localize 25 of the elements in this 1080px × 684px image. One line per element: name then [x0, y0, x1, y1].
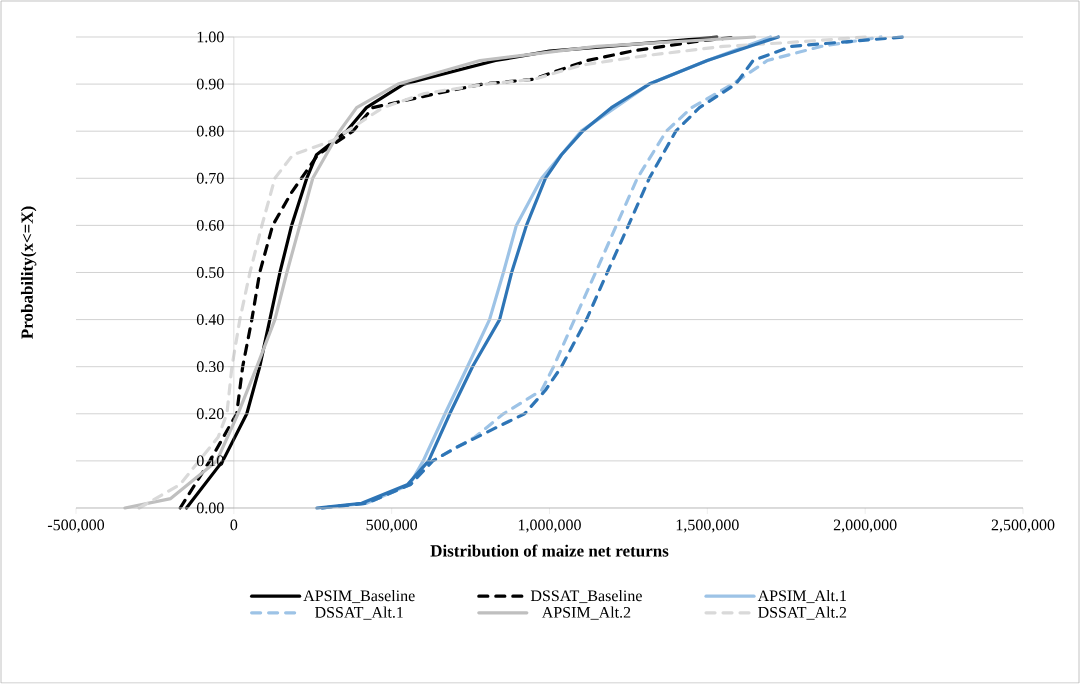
x-tick-label: 0 [230, 519, 238, 531]
y-tick-label: 0.70 [196, 172, 224, 184]
legend-label: DSSAT_Alt.1 [315, 606, 403, 620]
y-tick-label: 0.40 [196, 314, 224, 326]
legend-label: APSIM_Alt.2 [541, 606, 631, 620]
y-tick-label: 0.90 [196, 78, 224, 90]
legend-label: APSIM_Baseline [303, 589, 415, 604]
x-axis-title: Distribution of maize net returns [430, 544, 669, 557]
y-axis-title: Probability(x<=X) [20, 206, 37, 339]
y-tick-label: 0.60 [196, 219, 224, 231]
y-tick-label: 0.20 [196, 408, 224, 420]
legend-label: DSSAT_Alt.2 [758, 606, 847, 620]
y-tick-label: 0.50 [196, 267, 224, 278]
x-tick-label: 2,500,000 [991, 519, 1055, 533]
x-tick-label: 500,000 [366, 519, 418, 533]
x-tick-label: 1,500,000 [676, 519, 739, 533]
y-tick-label: 0.30 [196, 361, 224, 373]
y-tick-label: 0.80 [196, 125, 224, 137]
x-tick-label: -500,000 [47, 519, 105, 533]
legend-label: APSIM_Alt.1 [757, 589, 846, 604]
y-tick-label: 0.00 [196, 502, 224, 514]
x-tick-label: 2,000,000 [833, 519, 897, 533]
y-tick-label: 1.00 [197, 31, 224, 43]
legend-label: DSSAT_Baseline [530, 589, 642, 604]
x-tick-label: 1,000,000 [518, 519, 581, 533]
